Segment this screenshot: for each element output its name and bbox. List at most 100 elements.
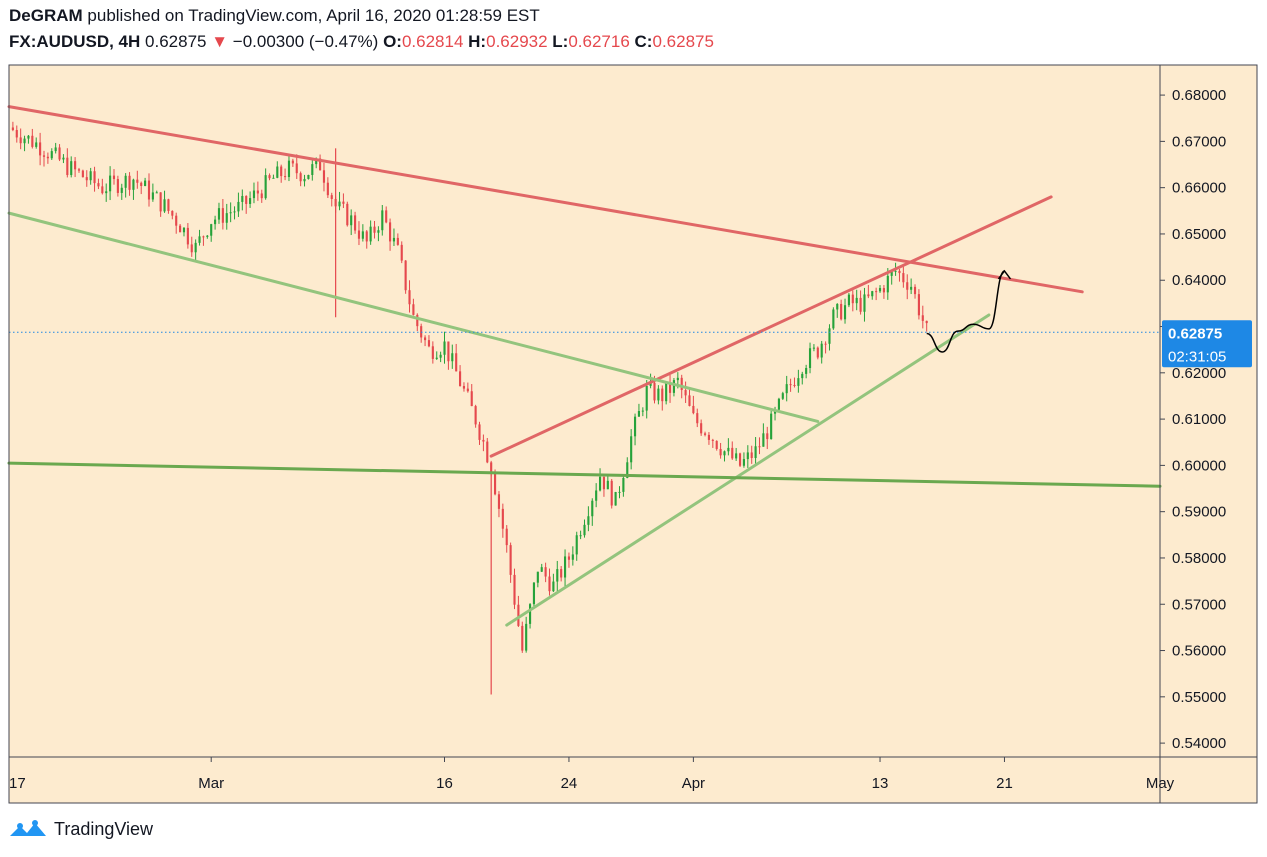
candle [871, 290, 874, 300]
candle [284, 168, 287, 181]
candle-body [420, 326, 423, 338]
projection-arrow[interactable] [926, 270, 1006, 353]
candle [233, 206, 236, 220]
symbol-name[interactable]: FX:AUDUSD, 4H [9, 32, 141, 51]
candle [746, 445, 749, 468]
chart-frame [8, 64, 1258, 804]
candle-body [74, 161, 77, 170]
candle [19, 128, 22, 150]
candle-body [31, 135, 34, 147]
candle [556, 560, 559, 592]
candle-body [58, 147, 61, 160]
candle-body [851, 294, 854, 304]
y-tick-label: 0.67000 [1172, 133, 1226, 150]
candle [198, 229, 201, 246]
candle-body [723, 451, 726, 456]
candle [186, 223, 189, 249]
candle [497, 491, 501, 518]
candle [381, 204, 384, 236]
candle [268, 173, 271, 181]
candle-body [509, 545, 512, 575]
candle [731, 441, 734, 460]
tradingview-logo-icon[interactable] [8, 818, 48, 840]
candle [241, 189, 244, 211]
candle-body [560, 569, 563, 578]
green-trend-line[interactable] [7, 211, 820, 423]
candle-body [672, 380, 676, 393]
candle [74, 157, 77, 178]
candle [618, 486, 621, 499]
candle [89, 167, 92, 185]
candle [237, 192, 240, 217]
candle [179, 224, 182, 233]
candle-body [291, 160, 294, 164]
candle [668, 374, 672, 403]
candle [770, 410, 773, 440]
candle-body [859, 297, 862, 312]
candle [777, 397, 780, 412]
candle [77, 167, 81, 173]
candle-body [665, 383, 668, 402]
candle [859, 290, 862, 315]
candle-body [373, 226, 376, 233]
author-name[interactable]: DeGRAM [9, 6, 83, 25]
candle [735, 447, 738, 461]
candle [462, 382, 466, 392]
candle [229, 202, 232, 223]
candle [820, 340, 823, 364]
candle [525, 616, 528, 653]
candle-body [194, 242, 197, 253]
green-trend-line[interactable] [505, 313, 991, 627]
candle [890, 270, 893, 285]
candle-body [493, 472, 497, 495]
candle [365, 230, 368, 249]
x-tick-label: 17 [9, 775, 26, 792]
candle-body [264, 175, 267, 199]
candle-body [27, 135, 30, 139]
candle [455, 343, 458, 372]
candle [194, 239, 197, 262]
candle-body [645, 385, 648, 411]
high-label: H: [468, 32, 487, 51]
candle-body [424, 337, 427, 341]
candle-body [307, 174, 310, 179]
candle-body [385, 210, 388, 223]
x-tick-label: Apr [682, 775, 705, 792]
time-axis-background[interactable] [9, 757, 1257, 803]
price-axis-background[interactable] [1160, 65, 1257, 757]
candle [641, 407, 644, 417]
candle [910, 278, 913, 295]
candle-body [179, 225, 182, 233]
open-value: 0.62814 [401, 32, 464, 51]
candle [11, 121, 14, 132]
candle [54, 142, 57, 154]
candle [120, 183, 123, 200]
candle-body [843, 305, 847, 320]
candle [416, 313, 419, 332]
candle [688, 389, 691, 407]
candle [622, 475, 625, 497]
red-trend-line[interactable] [7, 105, 1084, 294]
candle-body [575, 535, 578, 555]
candle-body [474, 406, 477, 425]
red-trend-line[interactable] [489, 195, 1053, 458]
candle-body [840, 303, 843, 320]
candle [707, 432, 711, 445]
candle-body [777, 398, 780, 410]
candle-body [828, 328, 831, 344]
candle [528, 603, 532, 629]
dark-green-trend-line[interactable] [7, 461, 1162, 488]
candle [478, 421, 481, 445]
candle [202, 235, 205, 246]
candle [346, 201, 349, 227]
candle-body [175, 215, 178, 226]
candle-body [66, 157, 69, 176]
candle [39, 132, 42, 166]
brand-name[interactable]: TradingView [54, 818, 154, 839]
low-label: L: [552, 32, 569, 51]
candle-body [206, 235, 209, 237]
candle [354, 211, 357, 234]
candle-body [867, 294, 870, 297]
candle [27, 135, 30, 144]
